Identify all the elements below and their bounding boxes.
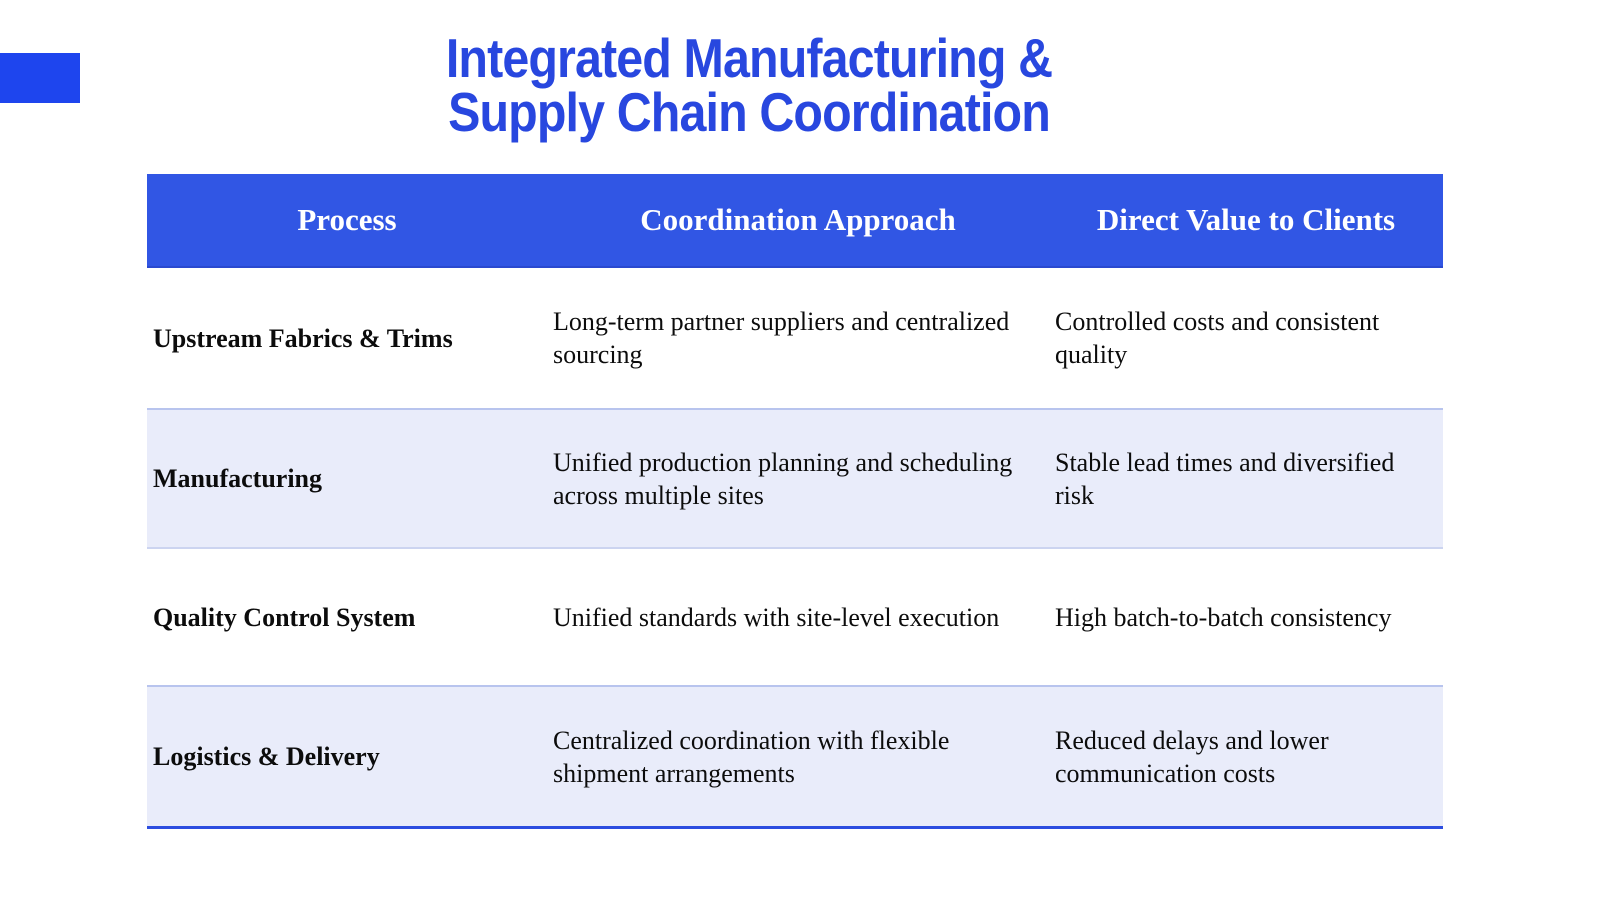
cell-process-name: Logistics & Delivery bbox=[153, 742, 380, 771]
cell-coordination-approach: Unified standards with site-level execut… bbox=[553, 602, 1000, 632]
column-header-coordination-approach: Coordination Approach bbox=[640, 202, 956, 237]
title-line-2: Supply Chain Coordination bbox=[448, 81, 1051, 143]
accent-bar bbox=[0, 53, 80, 103]
table-row-logistics-delivery: Logistics & Delivery Centralized coordin… bbox=[147, 685, 1443, 826]
cell-direct-value: High batch-to-batch consistency bbox=[1055, 602, 1392, 632]
column-header-process: Process bbox=[297, 202, 397, 237]
cell-process-name: Upstream Fabrics & Trims bbox=[153, 323, 453, 353]
page-title: Integrated Manufacturing & Supply Chain … bbox=[445, 27, 1053, 143]
cell-process-name: Quality Control System bbox=[153, 602, 416, 632]
cell-direct-value: Reduced delays and lower communication c… bbox=[1055, 725, 1329, 788]
cell-coordination-approach: Long-term partner suppliers and centrali… bbox=[553, 307, 1010, 369]
cell-direct-value: Stable lead times and diversified risk bbox=[1055, 447, 1395, 510]
cell-coordination-approach: Unified production planning and scheduli… bbox=[553, 447, 1013, 510]
table-row-manufacturing: Manufacturing Unified production plannin… bbox=[147, 408, 1443, 547]
cell-direct-value: Controlled costs and consistent quality bbox=[1055, 307, 1380, 369]
title-line-1: Integrated Manufacturing & bbox=[445, 27, 1053, 89]
table-row-upstream-fabrics: Upstream Fabrics & Trims Long-term partn… bbox=[147, 268, 1443, 408]
coordination-table: Process Coordination Approach Direct Val… bbox=[147, 174, 1443, 829]
cell-coordination-approach: Centralized coordination with flexible s… bbox=[553, 725, 950, 788]
column-header-direct-value: Direct Value to Clients bbox=[1096, 202, 1396, 237]
table-row-quality-control: Quality Control System Unified standards… bbox=[147, 547, 1443, 685]
table-header-row: Process Coordination Approach Direct Val… bbox=[147, 174, 1443, 268]
cell-process-name: Manufacturing bbox=[153, 464, 322, 493]
